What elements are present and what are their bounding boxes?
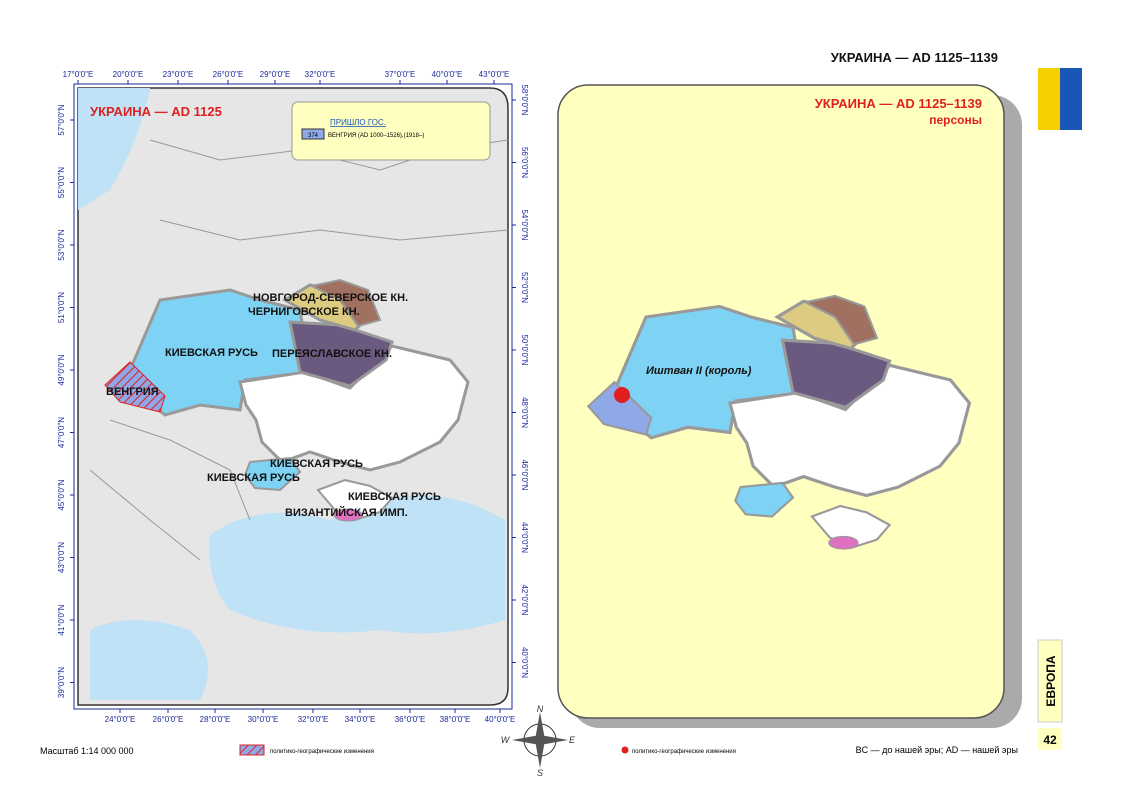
map-title: УКРАИНА — AD 1125 xyxy=(90,104,222,119)
compass-letter: S xyxy=(537,768,543,778)
lat-label: 56°0'0"N xyxy=(520,147,529,178)
lat-label: 58°0'0"N xyxy=(520,84,529,115)
lon-label: 24°0'0"E xyxy=(105,715,136,724)
region-label: КИЕВСКАЯ РУСЬ xyxy=(207,472,300,484)
lon-label: 34°0'0"E xyxy=(345,715,376,724)
section: ЕВРОПА xyxy=(1044,655,1058,706)
region-label: КИЕВСКАЯ РУСЬ xyxy=(165,347,258,359)
region-label: ВИЗАНТИЙСКАЯ ИМП. xyxy=(285,506,408,519)
legend-code: 374 xyxy=(308,133,319,139)
compass-letter: E xyxy=(569,735,576,745)
lon-label: 37°0'0"E xyxy=(385,70,416,79)
lat-label: 46°0'0"N xyxy=(520,459,529,490)
section-tab xyxy=(1037,639,1063,723)
lat-label: 42°0'0"N xyxy=(520,584,529,615)
lon-label: 26°0'0"E xyxy=(153,715,184,724)
region-label: ВЕНГРИЯ xyxy=(106,386,159,398)
lat-label: 50°0'0"N xyxy=(520,334,529,365)
lat-label: 45°0'0"N xyxy=(57,479,66,510)
lon-label: 26°0'0"E xyxy=(213,70,244,79)
lon-label: 40°0'0"E xyxy=(432,70,463,79)
left-map: УКРАИНА — AD 1125 ПРИШЛО ГОС. 374 ВЕНГРИ… xyxy=(57,70,529,724)
lat-label: 39°0'0"N xyxy=(57,667,66,698)
region-label: ПЕРЕЯСЛАВСКОЕ КН. xyxy=(272,348,392,360)
lat-label: 48°0'0"N xyxy=(520,397,529,428)
region-label: КИЕВСКАЯ РУСЬ xyxy=(270,458,363,470)
person-icon xyxy=(614,387,630,403)
legend-dot: политико-географические изменения xyxy=(632,749,736,755)
era-note: BC — до нашей эры; AD — нашей эры xyxy=(856,745,1018,755)
page-number: 42 xyxy=(1043,733,1057,747)
page-tab xyxy=(1038,728,1062,750)
compass-letter: W xyxy=(501,735,511,745)
lat-label: 40°0'0"N xyxy=(520,647,529,678)
lon-label: 30°0'0"E xyxy=(248,715,279,724)
panel-subtitle: персоны xyxy=(929,113,982,127)
legend-swatch xyxy=(301,128,325,140)
panel-title: УКРАИНА — AD 1125–1139 xyxy=(815,96,982,111)
lat-label: 41°0'0"N xyxy=(57,604,66,635)
lat-label: 55°0'0"N xyxy=(57,167,66,198)
right-map: УКРАИНА — AD 1125–1139 персоны Иштван II… xyxy=(557,84,1022,728)
compass: N W E S xyxy=(501,704,576,778)
frame-border xyxy=(73,83,513,710)
region-label: КИЕВСКАЯ РУСЬ xyxy=(348,491,441,503)
hatch-swatch xyxy=(239,744,265,756)
lat-label: 49°0'0"N xyxy=(57,354,66,385)
flag-blue xyxy=(1060,68,1082,130)
flag-yellow xyxy=(1038,68,1060,130)
compass-letter: N xyxy=(537,704,544,714)
region-label: НОВГОРОД-СЕВЕРСКОЕ КН. xyxy=(253,292,408,304)
lat-label: 44°0'0"N xyxy=(520,522,529,553)
lon-label: 20°0'0"E xyxy=(113,70,144,79)
lon-label: 23°0'0"E xyxy=(163,70,194,79)
header-title: УКРАИНА — AD 1125–1139 xyxy=(831,50,998,65)
lat-label: 47°0'0"N xyxy=(57,417,66,448)
dot-swatch xyxy=(621,746,629,754)
legend-box xyxy=(291,101,491,161)
legend-heading: ПРИШЛО ГОС. xyxy=(330,118,386,127)
legend-hatch: политико-географические изменения xyxy=(270,749,374,755)
lon-label: 29°0'0"E xyxy=(260,70,291,79)
lon-label: 32°0'0"E xyxy=(298,715,329,724)
lon-label: 17°0'0"E xyxy=(63,70,94,79)
lon-label: 38°0'0"E xyxy=(440,715,471,724)
person-label: Иштван II (король) xyxy=(646,365,752,377)
legend-entry: ВЕНГРИЯ (AD 1000–1526),(1918–) xyxy=(328,133,424,139)
lat-label: 53°0'0"N xyxy=(57,229,66,260)
lat-label: 51°0'0"N xyxy=(57,292,66,323)
lat-label: 43°0'0"N xyxy=(57,542,66,573)
lon-label: 28°0'0"E xyxy=(200,715,231,724)
scale: Масштаб 1:14 000 000 xyxy=(40,746,134,756)
lon-label: 32°0'0"E xyxy=(305,70,336,79)
region-label: ЧЕРНИГОВСКОЕ КН. xyxy=(248,306,360,318)
lon-label: 43°0'0"E xyxy=(479,70,510,79)
lon-label: 36°0'0"E xyxy=(395,715,426,724)
lat-label: 54°0'0"N xyxy=(520,209,529,240)
lat-label: 52°0'0"N xyxy=(520,272,529,303)
lat-label: 57°0'0"N xyxy=(57,104,66,135)
lon-label: 40°0'0"E xyxy=(485,715,516,724)
